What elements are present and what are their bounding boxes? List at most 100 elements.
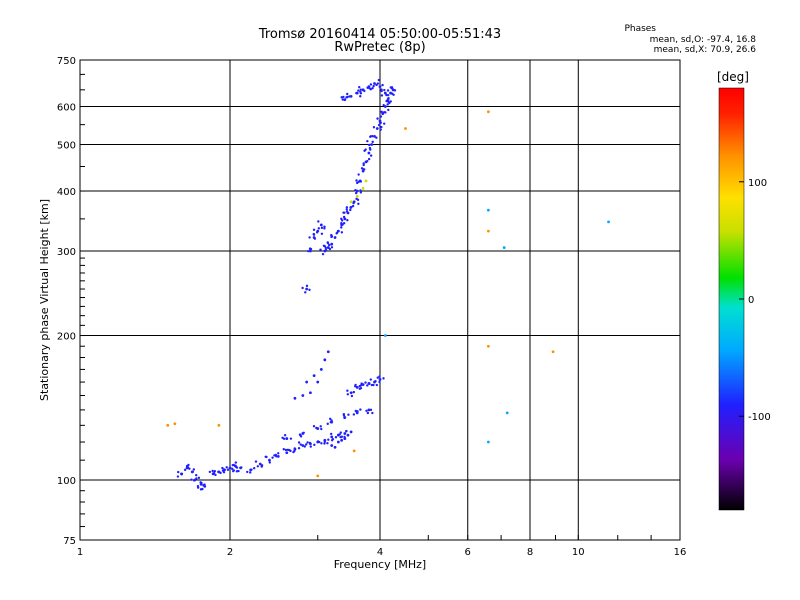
data-point [383,334,387,337]
data-point [377,123,381,127]
data-point [284,448,288,452]
y-tick-label: 100 [57,476,76,487]
data-point [378,375,381,378]
data-point [367,382,371,385]
data-point [249,471,252,474]
y-tick-label: 750 [57,56,76,67]
data-point [264,455,267,459]
data-point [352,390,356,394]
data-point [387,108,390,112]
data-point [328,417,332,421]
data-point [185,464,189,468]
colorbar-ticks: 100 0 -100 [739,178,771,423]
data-point [183,468,187,472]
data-point [340,435,344,438]
data-point [352,201,355,205]
data-point [345,429,348,433]
data-point [369,83,373,86]
data-point [317,227,321,230]
data-point [326,241,330,245]
data-point [340,231,344,234]
data-point [387,100,390,104]
data-point [281,436,284,439]
data-point [329,432,333,436]
data-point [301,444,305,447]
data-point [372,126,376,129]
x-tick-label: 1 [77,547,83,558]
data-point [366,86,369,89]
data-point [343,217,347,221]
x-tick-label: 8 [527,547,533,558]
data-point [359,180,363,183]
chart-subtitle: RwPretec (8p) [334,40,426,55]
data-point [366,139,369,143]
data-point [358,384,362,388]
data-point [369,378,373,381]
data-point [348,95,351,98]
data-point [312,425,316,428]
data-point [327,438,330,441]
data-point [330,435,334,439]
data-point [343,98,347,102]
data-point [285,451,289,455]
data-point [197,476,201,480]
data-point [268,461,271,464]
data-point [389,86,393,89]
data-point [303,445,306,448]
data-point [289,437,293,440]
data-point [330,246,334,249]
data-point [380,89,383,93]
data-point [212,471,216,475]
data-point [323,440,327,443]
data-point [271,456,274,459]
data-point [357,202,360,206]
y-tick-label: 600 [57,103,76,114]
data-point [246,470,249,474]
y-tick-label: 200 [57,332,76,343]
data-point [373,82,376,85]
data-point [366,411,370,415]
data-point [346,95,349,99]
data-point [250,468,253,471]
data-point [341,223,344,226]
data-point [379,121,382,124]
x-tick-label: 16 [674,547,687,558]
data-point [274,453,278,457]
data-point [316,380,320,384]
data-point [312,232,315,236]
data-point [221,466,224,470]
data-point [166,423,170,427]
data-point [336,440,340,444]
data-point [313,443,316,447]
colorbar-label: [deg] [717,70,749,84]
data-point [378,85,382,89]
data-point [359,88,363,91]
data-point [293,396,297,400]
data-point [301,286,304,290]
data-point [219,471,222,475]
data-point [486,440,490,444]
data-point [292,450,295,454]
colorbar-tick-label: 100 [748,178,767,189]
data-point [379,115,383,118]
data-point [363,89,366,93]
data-point [283,434,287,437]
data-point [375,383,379,387]
data-point [286,448,290,452]
colorbar-tick-label: 0 [748,295,754,306]
data-point [195,477,198,480]
data-point [231,467,234,471]
data-point [391,92,394,95]
data-point [327,243,331,247]
data-point [486,229,490,233]
y-tick-label: 500 [57,141,76,152]
data-point [297,441,301,444]
data-point [363,149,366,153]
data-point [320,226,324,230]
data-point [389,100,392,103]
data-point [225,466,228,469]
data-point [343,437,347,440]
data-point [376,117,379,120]
data-point [188,467,191,470]
data-point [360,382,363,385]
